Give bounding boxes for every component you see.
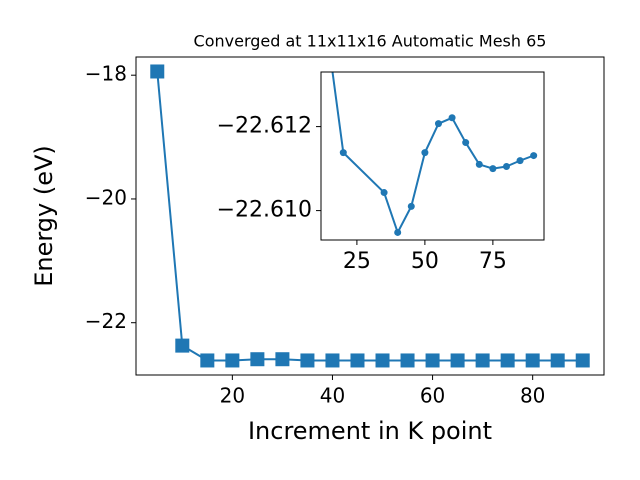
marker	[400, 353, 415, 368]
y-tick-label: −18	[85, 62, 127, 86]
marker	[475, 353, 490, 368]
series	[150, 64, 590, 368]
marker	[530, 152, 538, 160]
y-tick-label: −22.612	[217, 114, 312, 139]
marker	[462, 139, 470, 147]
marker	[175, 338, 190, 353]
x-tick-label: 60	[420, 384, 445, 408]
x-tick-label: 25	[343, 249, 371, 274]
marker	[275, 352, 290, 367]
y-axis-label: Energy (eV)	[30, 145, 58, 287]
marker	[525, 353, 540, 368]
marker	[489, 165, 497, 173]
y-tick-label: −22.610	[217, 198, 312, 223]
marker	[375, 353, 390, 368]
marker	[350, 353, 365, 368]
series	[331, 72, 538, 236]
marker	[450, 353, 465, 368]
x-tick-label: 80	[520, 384, 545, 408]
marker	[550, 353, 565, 368]
x-axis-label: Increment in K point	[248, 417, 492, 445]
marker	[225, 353, 240, 368]
axes-frame	[135, 56, 605, 376]
marker	[448, 114, 456, 122]
y-tick-label: −20	[85, 185, 127, 209]
marker	[500, 353, 515, 368]
y-tick-label: −22	[85, 309, 127, 333]
x-tick-label: 75	[479, 249, 507, 274]
marker	[425, 353, 440, 368]
marker	[434, 120, 442, 128]
marker	[421, 149, 429, 157]
marker	[516, 157, 524, 165]
marker	[394, 228, 402, 236]
marker	[250, 352, 265, 367]
x-tick-label: 20	[220, 384, 245, 408]
plot-area	[321, 72, 544, 240]
marker	[200, 353, 215, 368]
marker	[475, 160, 483, 168]
marker	[325, 353, 340, 368]
chart-title: Converged at 11x11x16 Automatic Mesh 65	[194, 32, 547, 51]
marker	[150, 64, 165, 79]
x-tick-label: 40	[320, 384, 345, 408]
axes-frame	[320, 71, 545, 241]
x-tick-label: 50	[411, 249, 439, 274]
marker	[575, 353, 590, 368]
marker	[502, 163, 510, 170]
marker	[407, 202, 415, 210]
marker	[300, 353, 315, 368]
marker	[339, 149, 347, 157]
marker	[380, 189, 388, 197]
